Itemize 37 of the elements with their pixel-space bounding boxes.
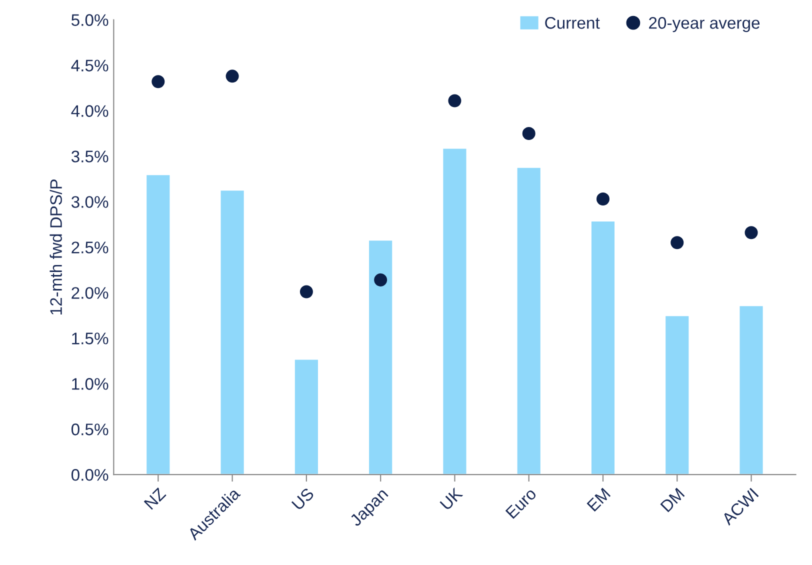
bar [590,220,616,475]
bar [219,189,246,475]
x-tick-label: DM [660,488,685,512]
y-tick-label: 0.0% [71,469,108,481]
bar [738,304,764,475]
y-tick-label: 4.5% [71,60,108,72]
legend-label: Current [545,17,600,29]
point [744,226,758,240]
y-tick-label: 1.0% [72,378,108,390]
bar [664,314,690,475]
point [300,285,313,298]
point [522,126,536,140]
point [152,75,165,88]
x-tick-label: UK [440,486,464,511]
bar [145,174,172,475]
y-tick-label: 3.0% [71,196,108,208]
bar [516,166,542,475]
y-tick-label: 0.5% [71,424,108,436]
x-tick-label: US [291,487,315,511]
point [670,236,684,250]
point [374,273,388,286]
y-tick-label: 2.0% [72,287,108,299]
bar [442,147,468,475]
y-tick-label: 1.5% [72,332,108,344]
bar [294,358,320,475]
point [226,70,239,83]
point [596,192,610,206]
y-tick-label: 5.0% [72,14,108,26]
y-tick-label: 4.0% [71,105,108,117]
legend-label: 20-year averge [649,17,760,32]
y-tick-label: 3.5% [71,150,108,162]
x-tick-label: NZ [144,487,166,510]
y-axis-title: 12-mth fwd DPS/P [50,180,62,314]
x-tick-label: EM [586,488,611,512]
y-tick-label: 2.5% [72,242,108,254]
point [448,94,462,108]
bar [368,239,394,475]
